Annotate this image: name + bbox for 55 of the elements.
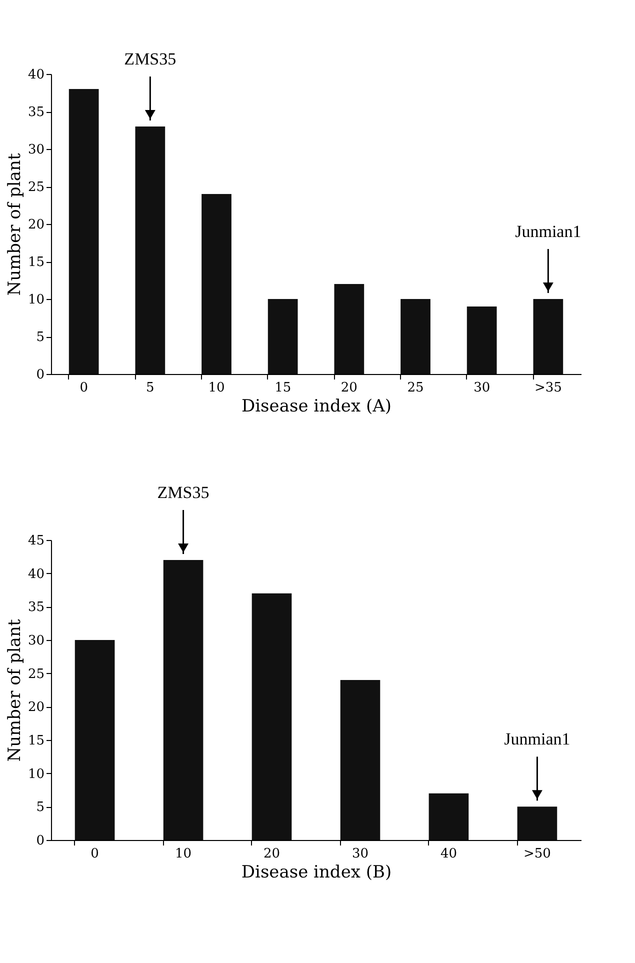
annotation: ZMS35 (157, 483, 210, 502)
x-tick-label: 5 (146, 380, 154, 396)
y-tick-label: 5 (36, 800, 44, 816)
bar (268, 299, 298, 374)
y-tick-label: 35 (28, 105, 44, 120)
y-tick-label: 40 (28, 68, 44, 82)
x-tick-label: 40 (440, 846, 457, 862)
y-tick-label: 35 (28, 600, 44, 616)
x-axis-title: Disease index (B) (241, 862, 392, 882)
x-tick-label: >35 (534, 380, 562, 396)
bar (74, 640, 115, 840)
y-axis-title: Number of plant (4, 619, 25, 762)
y-tick-label: 25 (28, 180, 44, 195)
annotation: ZMS35 (124, 50, 176, 68)
y-tick-label: 15 (28, 255, 44, 270)
y-tick-label: 45 (28, 534, 44, 548)
y-tick-label: 20 (28, 700, 44, 716)
x-tick-label: 0 (90, 846, 99, 862)
x-tick-label: 10 (175, 846, 192, 862)
x-tick-label: 0 (80, 380, 88, 396)
annotation: Junmian1 (515, 222, 582, 241)
y-axis-title: Number of plant (4, 153, 25, 296)
bar (163, 560, 204, 840)
y-tick-label: 0 (36, 834, 44, 848)
bar (334, 284, 364, 374)
y-tick-label: 20 (28, 218, 44, 232)
x-tick-label: >50 (523, 846, 551, 862)
bar (517, 806, 558, 840)
x-tick-label: 30 (352, 846, 369, 862)
bar (400, 299, 430, 374)
x-tick-label: 15 (274, 380, 292, 396)
bar (428, 793, 469, 840)
x-tick-label: 25 (407, 380, 424, 396)
y-tick-label: 10 (28, 292, 44, 308)
y-tick-label: 0 (36, 368, 44, 382)
bar (135, 126, 166, 374)
bar (340, 680, 380, 840)
x-tick-label: 30 (474, 380, 490, 396)
y-tick-label: 30 (28, 142, 44, 158)
x-axis-title: Disease index (A) (241, 396, 392, 416)
y-tick-label: 10 (28, 766, 44, 782)
x-tick-label: 20 (340, 380, 358, 396)
bar (252, 593, 292, 840)
x-tick-label: 10 (208, 380, 225, 396)
y-tick-label: 15 (28, 734, 44, 748)
y-tick-label: 5 (36, 330, 44, 345)
bar (466, 306, 497, 374)
annotation: Junmian1 (504, 730, 570, 749)
bar (202, 194, 232, 374)
y-tick-label: 25 (28, 666, 44, 682)
y-tick-label: 40 (28, 566, 44, 582)
y-tick-label: 30 (28, 634, 44, 648)
bar (533, 299, 564, 374)
bar (68, 89, 99, 374)
x-tick-label: 20 (263, 846, 280, 862)
